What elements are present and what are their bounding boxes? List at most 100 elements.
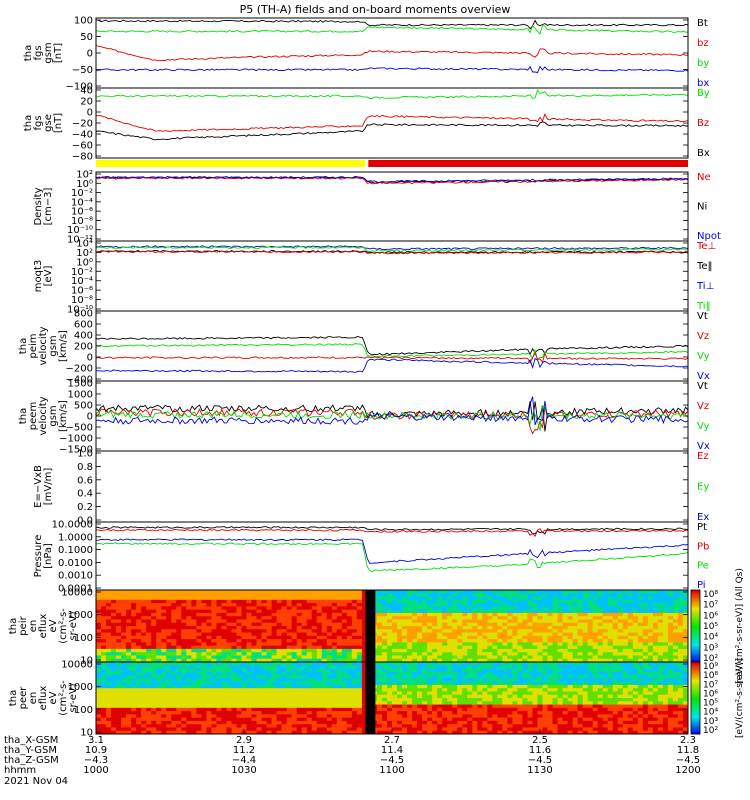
- spectrogram-cell: [381, 671, 388, 676]
- spectrogram-cell: [341, 622, 348, 627]
- spectrogram-cell: [156, 665, 162, 669]
- spectrogram-cell: [381, 717, 388, 722]
- spectrogram-cell: [346, 632, 353, 637]
- panel-frame: [95, 450, 689, 523]
- spectrogram-cell: [306, 648, 313, 653]
- spectrogram-cell: [186, 694, 192, 699]
- spectrogram-cell: [166, 701, 172, 705]
- spectrogram-cell: [452, 684, 458, 689]
- spectrogram-cell: [306, 730, 313, 735]
- spectrogram-cell: [96, 642, 102, 647]
- spectrogram-cell: [467, 688, 473, 692]
- spectrogram-cell: [392, 619, 398, 624]
- y-tick-label: 10⁻⁸: [71, 295, 93, 306]
- spectrogram-cell: [507, 639, 513, 643]
- spectrogram-cell: [442, 652, 448, 656]
- spectrogram-cell: [156, 603, 162, 607]
- spectrogram-cell: [251, 626, 257, 630]
- spectrogram-cell: [562, 635, 568, 640]
- spectrogram-cell: [171, 645, 177, 650]
- spectrogram-cell: [336, 616, 343, 620]
- spectrogram-cell: [211, 691, 217, 696]
- spectrogram-cell: [181, 694, 187, 699]
- spectrogram-cell: [341, 609, 348, 614]
- spectrogram-cell: [472, 612, 478, 617]
- spectrogram-cell: [437, 609, 443, 614]
- spectrogram-cell: [432, 720, 438, 725]
- spectrogram-cell: [376, 599, 383, 604]
- spectrogram-cell: [356, 714, 363, 719]
- spectrogram-cell: [547, 730, 553, 735]
- spectrogram-cell: [407, 701, 413, 705]
- spectrogram-cell: [101, 639, 107, 643]
- spectrogram-cell: [121, 603, 127, 607]
- spectrogram-cell: [361, 622, 368, 627]
- spectrogram-cell: [161, 662, 167, 666]
- spectrogram-cell: [231, 629, 237, 633]
- spectrogram-cell: [452, 694, 458, 699]
- spectrogram-cell: [331, 639, 338, 643]
- spectrogram-cell: [166, 593, 172, 597]
- spectrogram-cell: [201, 675, 207, 679]
- spectrogram-cell: [106, 622, 112, 627]
- spectrogram-cell: [246, 688, 252, 692]
- spectrogram-cell: [402, 704, 408, 709]
- spectrogram-cell: [296, 642, 303, 647]
- y-tick-label: 0: [87, 412, 93, 423]
- spectrogram-cell: [427, 612, 433, 617]
- spectrogram-cell: [131, 671, 137, 676]
- spectrogram-cell: [432, 590, 438, 594]
- spectrogram-cell: [381, 590, 388, 594]
- y-axis-label-line: [km/s]: [58, 330, 69, 362]
- spectrogram-cell: [246, 662, 252, 666]
- spectrogram-cell: [206, 590, 212, 594]
- spectrogram-cell: [236, 616, 242, 620]
- spectrogram-cell: [356, 675, 363, 679]
- spectrogram-cell: [381, 622, 388, 627]
- spectrogram-cell: [637, 652, 644, 656]
- spectrogram-cell: [126, 704, 132, 709]
- spectrogram-cell: [356, 691, 363, 696]
- spectrogram-cell: [126, 720, 132, 725]
- spectrogram-cell: [442, 593, 448, 597]
- spectrogram-cell: [447, 665, 453, 669]
- spectrogram-cell: [537, 717, 543, 722]
- spectrogram-cell: [492, 701, 498, 705]
- spectrogram-cell: [527, 714, 533, 719]
- spectrogram-cell: [306, 671, 313, 676]
- spectrogram-cell: [512, 720, 518, 725]
- spectrogram-cell: [462, 688, 468, 692]
- spectrogram-cell: [557, 671, 563, 676]
- spectrogram-cell: [291, 720, 298, 725]
- spectrogram-cell: [101, 619, 107, 624]
- spectrogram-cell: [111, 648, 117, 653]
- spectrogram-cell: [281, 694, 288, 699]
- colorbar-segment: [691, 627, 700, 631]
- spectrogram-cell: [537, 662, 543, 666]
- spectrogram-cell: [381, 691, 388, 696]
- spectrogram-cell: [612, 658, 619, 663]
- spectrogram-cell: [346, 678, 353, 683]
- spectrogram-cell: [512, 675, 518, 679]
- spectrogram-cell: [306, 707, 313, 712]
- spectrogram-cell: [467, 714, 473, 719]
- spectrogram-cell: [632, 632, 639, 637]
- spectrogram-cell: [422, 639, 428, 643]
- spectrogram-cell: [482, 675, 488, 679]
- spectrogram-cell: [532, 671, 538, 676]
- spectrogram-cell: [407, 632, 413, 637]
- spectrogram-cell: [191, 622, 197, 627]
- spectrogram-cell: [236, 622, 242, 627]
- spectrogram-cell: [427, 606, 433, 611]
- spectrogram-cell: [326, 632, 333, 637]
- spectrogram-cell: [186, 684, 192, 689]
- spectrogram-cell: [361, 698, 368, 702]
- spectrogram-cell: [502, 629, 508, 633]
- spectrogram-cell: [106, 629, 112, 633]
- spectrogram-cell: [331, 675, 338, 679]
- spectrogram-cell: [517, 648, 523, 653]
- spectrogram-cell: [497, 668, 503, 673]
- spectrogram-cell: [472, 717, 478, 722]
- spectrogram-cell: [266, 629, 272, 633]
- spectrogram-cell: [422, 612, 428, 617]
